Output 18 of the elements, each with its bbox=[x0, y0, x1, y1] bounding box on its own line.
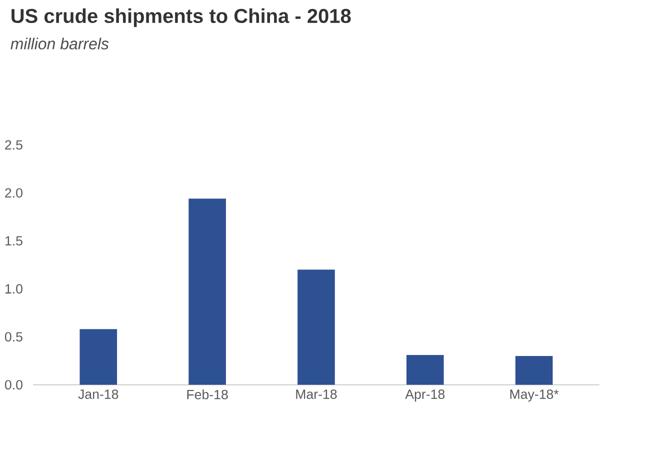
chart-title: US crude shipments to China - 2018 bbox=[12, 8, 351, 28]
bar bbox=[80, 329, 118, 385]
x-tick-label: Mar-18 bbox=[296, 390, 337, 400]
y-tick-label: 0.5 bbox=[4, 332, 22, 342]
y-tick-label: 2.5 bbox=[5, 140, 22, 150]
bar bbox=[188, 198, 226, 385]
y-tick-label: 0.0 bbox=[4, 380, 22, 390]
x-tick-label: Jan-18 bbox=[78, 390, 118, 400]
x-tick-label: Feb-18 bbox=[187, 390, 228, 400]
bar bbox=[406, 355, 444, 385]
x-tick-label: Apr-18 bbox=[405, 390, 445, 402]
y-tick-label: 2.0 bbox=[5, 188, 22, 198]
bar bbox=[298, 270, 335, 385]
y-tick-label: 1.0 bbox=[5, 284, 22, 294]
x-tick-label: May-18* bbox=[510, 390, 559, 402]
bar bbox=[515, 356, 553, 385]
chart-subtitle: million barrels bbox=[10, 38, 109, 50]
y-tick-label: 1.5 bbox=[5, 236, 22, 246]
